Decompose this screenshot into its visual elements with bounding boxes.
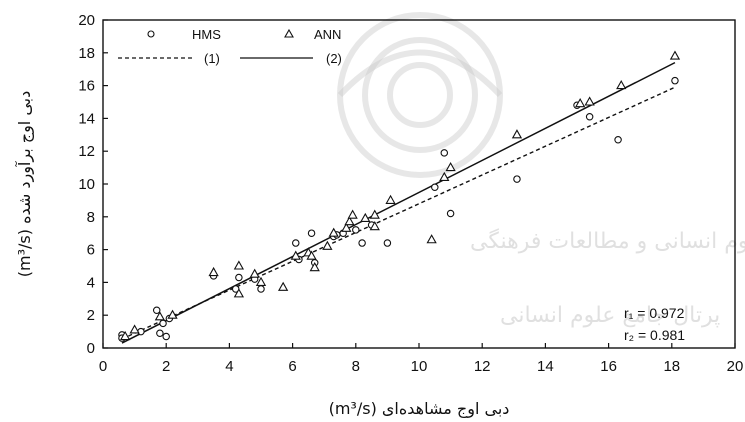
legend-hms-marker	[147, 30, 155, 38]
hms-point	[159, 319, 167, 328]
y-tick-label: 6	[87, 242, 95, 259]
x-tick-label: 0	[99, 358, 107, 375]
hms-point	[257, 285, 265, 293]
watermark-seal: پژوهشگاه علوم انسانی و مطالعات فرهنگی پر…	[337, 12, 745, 328]
ann-point	[439, 171, 450, 181]
hms-point	[358, 239, 366, 247]
y-tick-label: 0	[87, 340, 95, 357]
legend-hms-label: HMS	[192, 27, 221, 42]
ann-point	[306, 250, 317, 260]
hms-point	[671, 76, 679, 85]
hms-point	[152, 306, 161, 315]
legend-ann-label: ANN	[314, 27, 341, 42]
ann-point	[249, 268, 260, 278]
hms-point	[307, 229, 316, 237]
hms-point	[383, 239, 392, 247]
ann-point	[119, 330, 131, 341]
hms-point	[352, 226, 360, 234]
x-tick-label: 18	[663, 358, 680, 375]
ann-point	[233, 260, 245, 270]
x-tick-label: 2	[162, 358, 170, 375]
legend: HMS ANN (1) (2)	[118, 27, 342, 66]
hms-point	[446, 209, 455, 218]
x-tick-label: 14	[537, 358, 554, 375]
y-tick-label: 14	[78, 110, 95, 127]
ann-point	[255, 276, 267, 286]
hms-point	[137, 327, 145, 336]
ann-point	[669, 50, 681, 60]
fit-lines	[121, 61, 676, 344]
ann-point	[322, 240, 333, 250]
hms-point	[440, 149, 449, 157]
x-tick-label: 6	[288, 358, 296, 375]
plot-frame	[102, 19, 736, 349]
hms-point	[431, 183, 439, 192]
ann-point	[369, 221, 380, 231]
ann-point	[290, 250, 301, 260]
y-tick-label: 16	[78, 78, 95, 95]
annotation-r1: r₁ = 0.972	[624, 305, 685, 321]
ann-point	[511, 129, 523, 139]
ann-point	[584, 96, 595, 106]
y-axis-title: دبی اوج برآورد شده (m³/s)	[15, 91, 35, 277]
y-tick-label: 12	[78, 143, 95, 160]
y-tick-label: 4	[87, 274, 95, 291]
y-tick-label: 10	[78, 176, 95, 193]
data-points	[118, 50, 681, 342]
ann-point	[328, 227, 339, 237]
ann-point	[616, 79, 627, 90]
ann-point	[445, 161, 456, 172]
ann-point	[369, 209, 380, 219]
ann-point	[347, 209, 358, 219]
x-tick-label: 10	[411, 358, 428, 375]
watermark-text-line2: پرتال جامع علوم انسانی	[500, 303, 720, 328]
annotation-r2: r₂ = 0.981	[624, 327, 685, 343]
ann-point	[341, 222, 352, 232]
y-tick-label: 18	[78, 45, 95, 62]
x-tick-label: 8	[352, 358, 360, 375]
x-tick-label: 4	[225, 358, 233, 375]
y-tick-label: 20	[78, 12, 95, 29]
ann-point	[309, 262, 320, 272]
ann-point	[233, 288, 245, 298]
ann-point	[277, 281, 289, 291]
legend-line1-label: (1)	[204, 51, 220, 66]
hms-point	[235, 273, 243, 282]
ann-point	[129, 324, 140, 334]
hms-point	[156, 329, 164, 337]
ann-point	[167, 309, 178, 319]
ann-point	[154, 311, 166, 321]
ann-point	[385, 194, 396, 204]
watermark-text-line1: پژوهشگاه علوم انسانی و مطالعات فرهنگی	[470, 228, 745, 254]
x-tick-label: 20	[727, 358, 744, 375]
hms-point	[162, 332, 170, 341]
ann-point	[426, 234, 437, 244]
y-tick-label: 2	[87, 307, 95, 324]
fit-line-2	[121, 61, 676, 344]
legend-ann-marker	[284, 28, 294, 38]
legend-line2-label: (2)	[326, 51, 342, 66]
ann-point	[208, 266, 219, 277]
hms-point	[585, 113, 594, 121]
x-tick-label: 12	[474, 358, 491, 375]
hms-point	[614, 135, 622, 144]
ann-point	[575, 98, 586, 108]
hms-point	[513, 175, 521, 183]
y-tick-label: 8	[87, 209, 95, 226]
axis-ticks: 0 2 4 6 8 10 12 14 16 18 20 0 2 4 6 8 10 12 14 16 18 20	[78, 12, 743, 375]
x-axis-title: دبی اوج مشاهده‌ای (m³/s)	[329, 399, 510, 419]
ann-point	[360, 212, 371, 222]
hms-point	[292, 239, 300, 247]
x-tick-label: 16	[600, 358, 617, 375]
ann-point	[344, 216, 355, 226]
